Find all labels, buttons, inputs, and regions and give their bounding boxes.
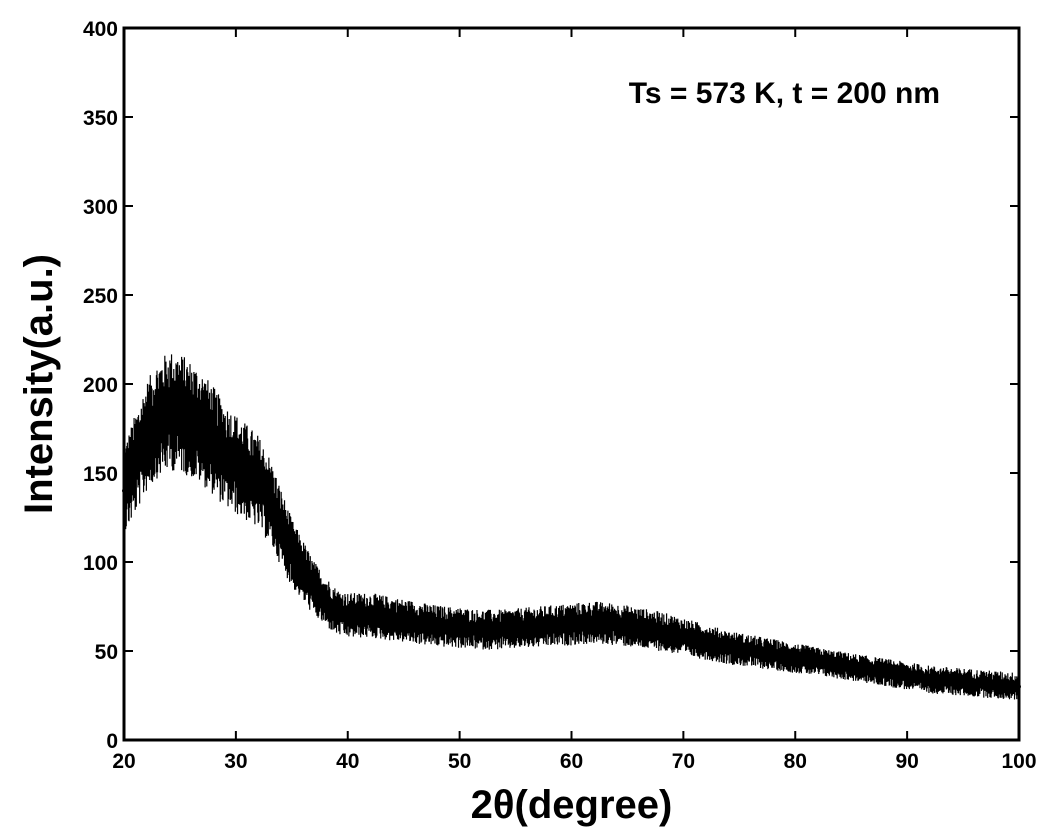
data-point [301, 568, 305, 573]
x-tick-label: 90 [895, 750, 918, 773]
x-tick-label: 30 [224, 750, 247, 773]
data-point [323, 599, 328, 604]
data-point [860, 666, 865, 671]
data-point [524, 625, 529, 630]
noise-layer [123, 354, 1020, 700]
data-point [312, 586, 317, 591]
data-point [838, 663, 842, 668]
x-axis-label: 2θ(degree) [471, 783, 673, 827]
data-point [793, 656, 798, 661]
series-noise [123, 354, 1020, 700]
y-tick-label: 300 [83, 196, 118, 219]
data-point [278, 524, 283, 529]
x-tick-label: 60 [560, 750, 583, 773]
data-point [390, 616, 395, 621]
y-axis-ticks: 0 50 100 150 200 250 300 350 400 [83, 18, 1019, 753]
data-point [502, 627, 507, 632]
x-tick-label: 100 [1001, 750, 1036, 773]
data-point [457, 625, 462, 630]
data-point [636, 625, 641, 630]
data-point [177, 410, 182, 415]
data-point [133, 462, 138, 467]
x-tick-label: 20 [112, 750, 135, 773]
data-point [748, 649, 753, 653]
data-point [815, 659, 820, 664]
data-point [345, 613, 350, 618]
y-tick-label: 0 [106, 730, 118, 753]
y-tick-label: 250 [83, 285, 118, 308]
data-point [994, 682, 999, 687]
data-point [368, 613, 373, 618]
data-point [334, 609, 339, 614]
x-axis-ticks: 20 30 40 50 60 70 80 90 100 [112, 28, 1037, 773]
x-tick-label: 80 [784, 750, 807, 773]
data-point [614, 622, 619, 627]
x-tick-label: 70 [672, 750, 695, 773]
data-point [547, 624, 552, 629]
y-tick-label: 200 [83, 374, 118, 397]
y-axis-label: Intensity(a.u.) [17, 254, 61, 514]
data-point [144, 435, 149, 440]
data-point [480, 627, 484, 632]
data-point [166, 408, 171, 413]
data-point [591, 620, 596, 625]
y-tick-label: 100 [83, 552, 118, 575]
data-point [659, 629, 663, 634]
data-point [155, 417, 160, 422]
data-point [949, 679, 954, 684]
data-point [569, 622, 574, 627]
x-tick-label: 50 [448, 750, 471, 773]
chart-annotation: Ts = 573 K, t = 200 nm [629, 77, 940, 110]
data-point [189, 417, 194, 422]
y-tick-label: 150 [83, 463, 118, 486]
series-layer [122, 408, 1021, 689]
data-point [200, 426, 205, 431]
data-point [726, 645, 731, 650]
data-point [905, 673, 910, 678]
data-point [681, 634, 686, 639]
data-point [703, 640, 708, 645]
data-point [435, 624, 440, 629]
y-tick-label: 400 [83, 18, 118, 41]
data-point [245, 471, 250, 475]
data-point [222, 453, 227, 458]
data-point [256, 479, 261, 484]
data-point [289, 551, 294, 556]
y-tick-label: 50 [95, 641, 118, 664]
data-point [770, 652, 775, 657]
data-point [412, 620, 417, 625]
data-point [267, 497, 272, 502]
data-point [927, 677, 932, 682]
data-point [972, 681, 977, 686]
data-point [233, 462, 238, 467]
data-point [882, 670, 887, 675]
x-tick-label: 40 [336, 750, 359, 773]
y-tick-label: 350 [83, 107, 118, 130]
data-point [211, 438, 216, 443]
